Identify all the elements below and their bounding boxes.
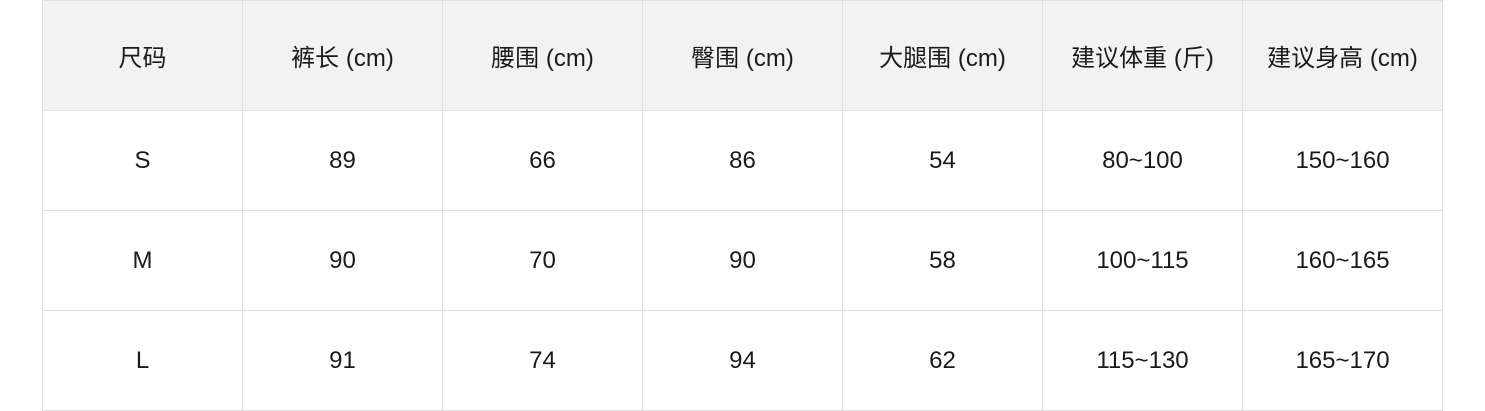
cell-length: 89: [242, 110, 443, 211]
cell-thigh: 62: [842, 310, 1043, 411]
cell-weight: 100~115: [1042, 210, 1243, 311]
cell-length: 91: [242, 310, 443, 411]
table-row: M 90 70 90 58 100~115 160~165: [42, 210, 1443, 311]
cell-waist: 70: [442, 210, 643, 311]
cell-waist: 74: [442, 310, 643, 411]
cell-length: 90: [242, 210, 443, 311]
cell-height: 160~165: [1242, 210, 1443, 311]
cell-weight: 80~100: [1042, 110, 1243, 211]
size-chart-table: 尺码 裤长 (cm) 腰围 (cm) 臀围 (cm) 大腿围 (cm) 建议体重…: [42, 0, 1443, 411]
header-weight: 建议体重 (斤): [1042, 0, 1243, 111]
table-row: S 89 66 86 54 80~100 150~160: [42, 110, 1443, 211]
cell-size: M: [42, 210, 243, 311]
cell-hip: 90: [642, 210, 843, 311]
header-height: 建议身高 (cm): [1242, 0, 1443, 111]
cell-thigh: 58: [842, 210, 1043, 311]
header-size: 尺码: [42, 0, 243, 111]
cell-waist: 66: [442, 110, 643, 211]
header-hip: 臀围 (cm): [642, 0, 843, 111]
cell-weight: 115~130: [1042, 310, 1243, 411]
cell-height: 150~160: [1242, 110, 1443, 211]
cell-hip: 86: [642, 110, 843, 211]
header-length: 裤长 (cm): [242, 0, 443, 111]
table-row: L 91 74 94 62 115~130 165~170: [42, 310, 1443, 411]
cell-height: 165~170: [1242, 310, 1443, 411]
cell-size: S: [42, 110, 243, 211]
cell-size: L: [42, 310, 243, 411]
header-thigh: 大腿围 (cm): [842, 0, 1043, 111]
header-row: 尺码 裤长 (cm) 腰围 (cm) 臀围 (cm) 大腿围 (cm) 建议体重…: [42, 0, 1443, 111]
cell-hip: 94: [642, 310, 843, 411]
cell-thigh: 54: [842, 110, 1043, 211]
header-waist: 腰围 (cm): [442, 0, 643, 111]
